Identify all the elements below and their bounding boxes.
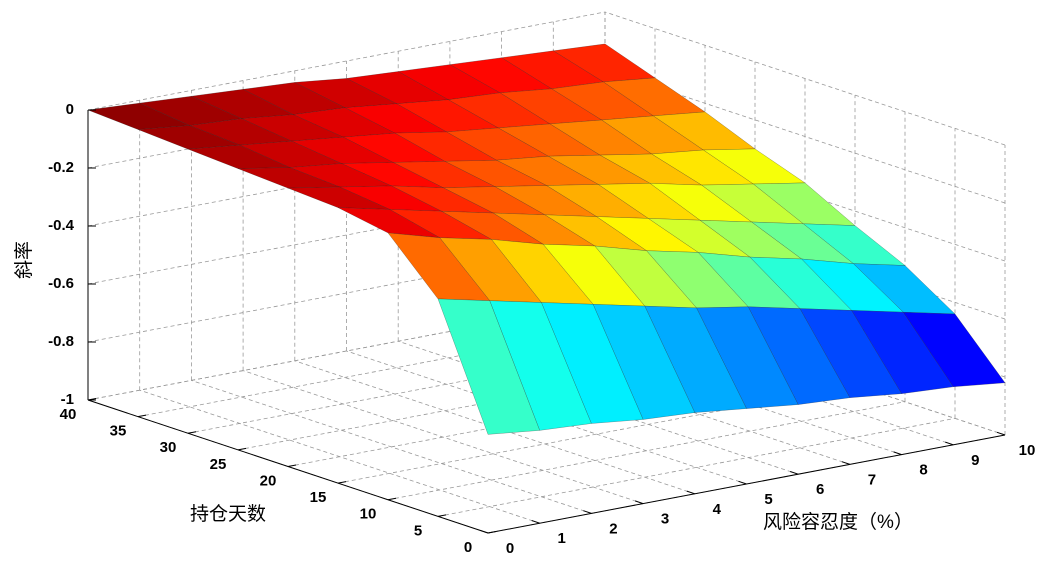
y-tick-label: 0 [464,539,472,556]
z-tick-label: -1 [61,391,74,408]
surface-patch [549,119,653,156]
surface-patch [341,162,444,188]
x-tick [479,529,489,534]
x-tick-label: 6 [816,481,824,498]
grid-line [237,351,756,451]
z-tick-label: -0.2 [48,159,74,176]
grid-line [87,11,606,111]
y-tick-label: 30 [160,439,177,456]
y-tick-label: 10 [360,506,377,523]
y-tick [287,464,297,467]
surface-patch [592,304,696,420]
surface-patch [799,308,903,398]
surface-patch [337,207,440,238]
x-tick-label: 1 [558,530,566,547]
y-tick [87,398,97,401]
grid-line [187,334,706,434]
x-tick [531,520,540,524]
grid-line [87,301,606,401]
surface-patch [492,212,596,247]
surface-layer [87,43,1006,435]
x-axis-title: 风险容忍度（%） [763,511,913,533]
x-tick [634,500,644,505]
y-axis-title: 持仓天数 [190,503,266,525]
surface-patch [696,306,799,409]
y-tick [337,481,347,484]
surface-patch [752,182,856,226]
x-tick-label: 9 [971,452,979,469]
x-tick-label: 3 [661,511,669,528]
y-tick-label: 35 [110,423,127,440]
surface-patch [600,115,705,155]
surface-patch [747,306,851,405]
x-tick-label: 8 [919,462,927,479]
z-tick-label: -0.8 [48,333,74,350]
grid-line [287,368,806,467]
z-tick-label: -0.4 [48,217,75,234]
surface-patch [137,125,240,150]
x-tick [583,510,592,514]
x-tick [686,490,695,495]
grid-line [387,401,906,501]
x-tick [945,441,954,446]
x-tick [996,431,1006,436]
x-tick-label: 4 [713,501,722,518]
x-tick [841,461,851,465]
y-tick [187,431,197,434]
y-tick [137,414,147,418]
surface-patch [541,302,644,424]
surface-patch [851,310,954,394]
x-tick-label: 5 [764,491,772,508]
z-tick-label: 0 [66,101,74,118]
grid-line [87,127,606,227]
x-tick [790,471,799,475]
y-tick [487,531,497,534]
grid-line [337,384,856,484]
grid-line [87,243,606,343]
surface-patch [649,183,753,223]
x-tick-label: 7 [868,471,876,488]
surface-patch [749,256,853,311]
x-tick-label: 0 [506,540,514,557]
x-tick [893,451,902,456]
grid-line [87,69,606,169]
x-tick [738,480,747,485]
surface-patch [644,305,747,413]
label-layer: 风险容忍度（%） 持仓天数 斜率 -1-0.8-0.6-0.4-0.200510… [13,101,1035,557]
grid-line [437,417,956,517]
surface-patch [598,153,703,186]
grid-line [87,185,606,285]
surface-patch [437,298,541,435]
grid-line [137,318,656,418]
surface-patch [700,183,805,225]
grid-line [604,11,1006,146]
y-tick [437,514,447,517]
y-tick-label: 25 [210,456,227,473]
surface-patch [597,183,701,221]
surface-patch [239,140,342,168]
x-tick-label: 2 [609,520,617,537]
y-tick [387,497,397,501]
y-tick-label: 20 [260,472,277,489]
surface-patch [490,239,594,305]
surface-patch [594,245,698,309]
y-tick-label: 5 [414,522,422,539]
surface-patch [902,311,1006,388]
y-tick-label: 15 [310,489,327,506]
y-tick [237,447,247,451]
z-axis-title: 斜率 [13,241,35,279]
z-tick-label: -0.6 [48,275,74,292]
surface-patch [339,185,442,212]
surface-patch [852,263,956,315]
y-tick-label: 40 [60,406,77,423]
x-tick-label: 10 [1019,442,1036,459]
